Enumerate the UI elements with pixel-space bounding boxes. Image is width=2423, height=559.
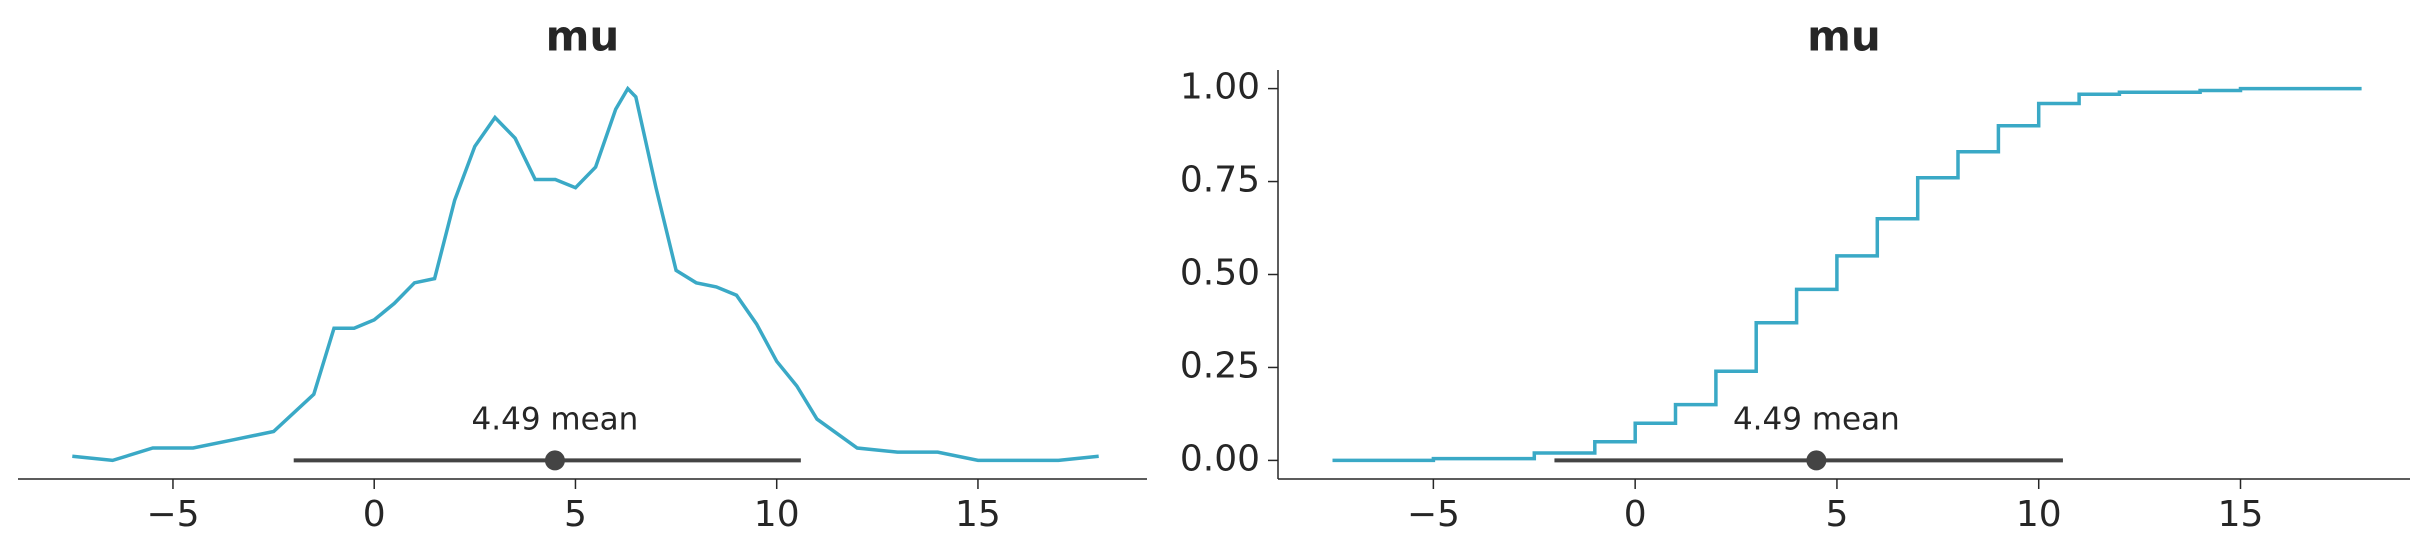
y-tick-label: 1.00: [1180, 67, 1260, 108]
y-tick-label: 0.50: [1180, 253, 1260, 294]
chart-title: mu: [1807, 12, 1881, 61]
y-tick-label: 0.75: [1180, 160, 1260, 201]
x-tick-label: 15: [955, 494, 1001, 535]
y-tick-label: 0.25: [1180, 345, 1260, 386]
mean-point: [1806, 450, 1827, 471]
ecdf-line: [1332, 86, 2362, 463]
x-tick-label: 0: [363, 494, 386, 535]
x-tick-label: 10: [2016, 494, 2062, 535]
x-tick-label: 5: [564, 494, 587, 535]
mean-point: [544, 450, 565, 471]
mean-label: 4.49 mean: [472, 402, 639, 438]
x-tick-label: 5: [1825, 494, 1848, 535]
mean-label: 4.49 mean: [1733, 402, 1900, 438]
x-tick-label: −5: [1407, 494, 1460, 535]
x-tick-label: 10: [754, 494, 800, 535]
x-tick-label: 0: [1624, 494, 1647, 535]
x-tick-label: 15: [2218, 494, 2264, 535]
x-tick-label: −5: [146, 494, 199, 535]
chart-title: mu: [546, 12, 620, 61]
y-tick-label: 0.00: [1180, 438, 1260, 479]
kde-line: [72, 85, 1099, 463]
